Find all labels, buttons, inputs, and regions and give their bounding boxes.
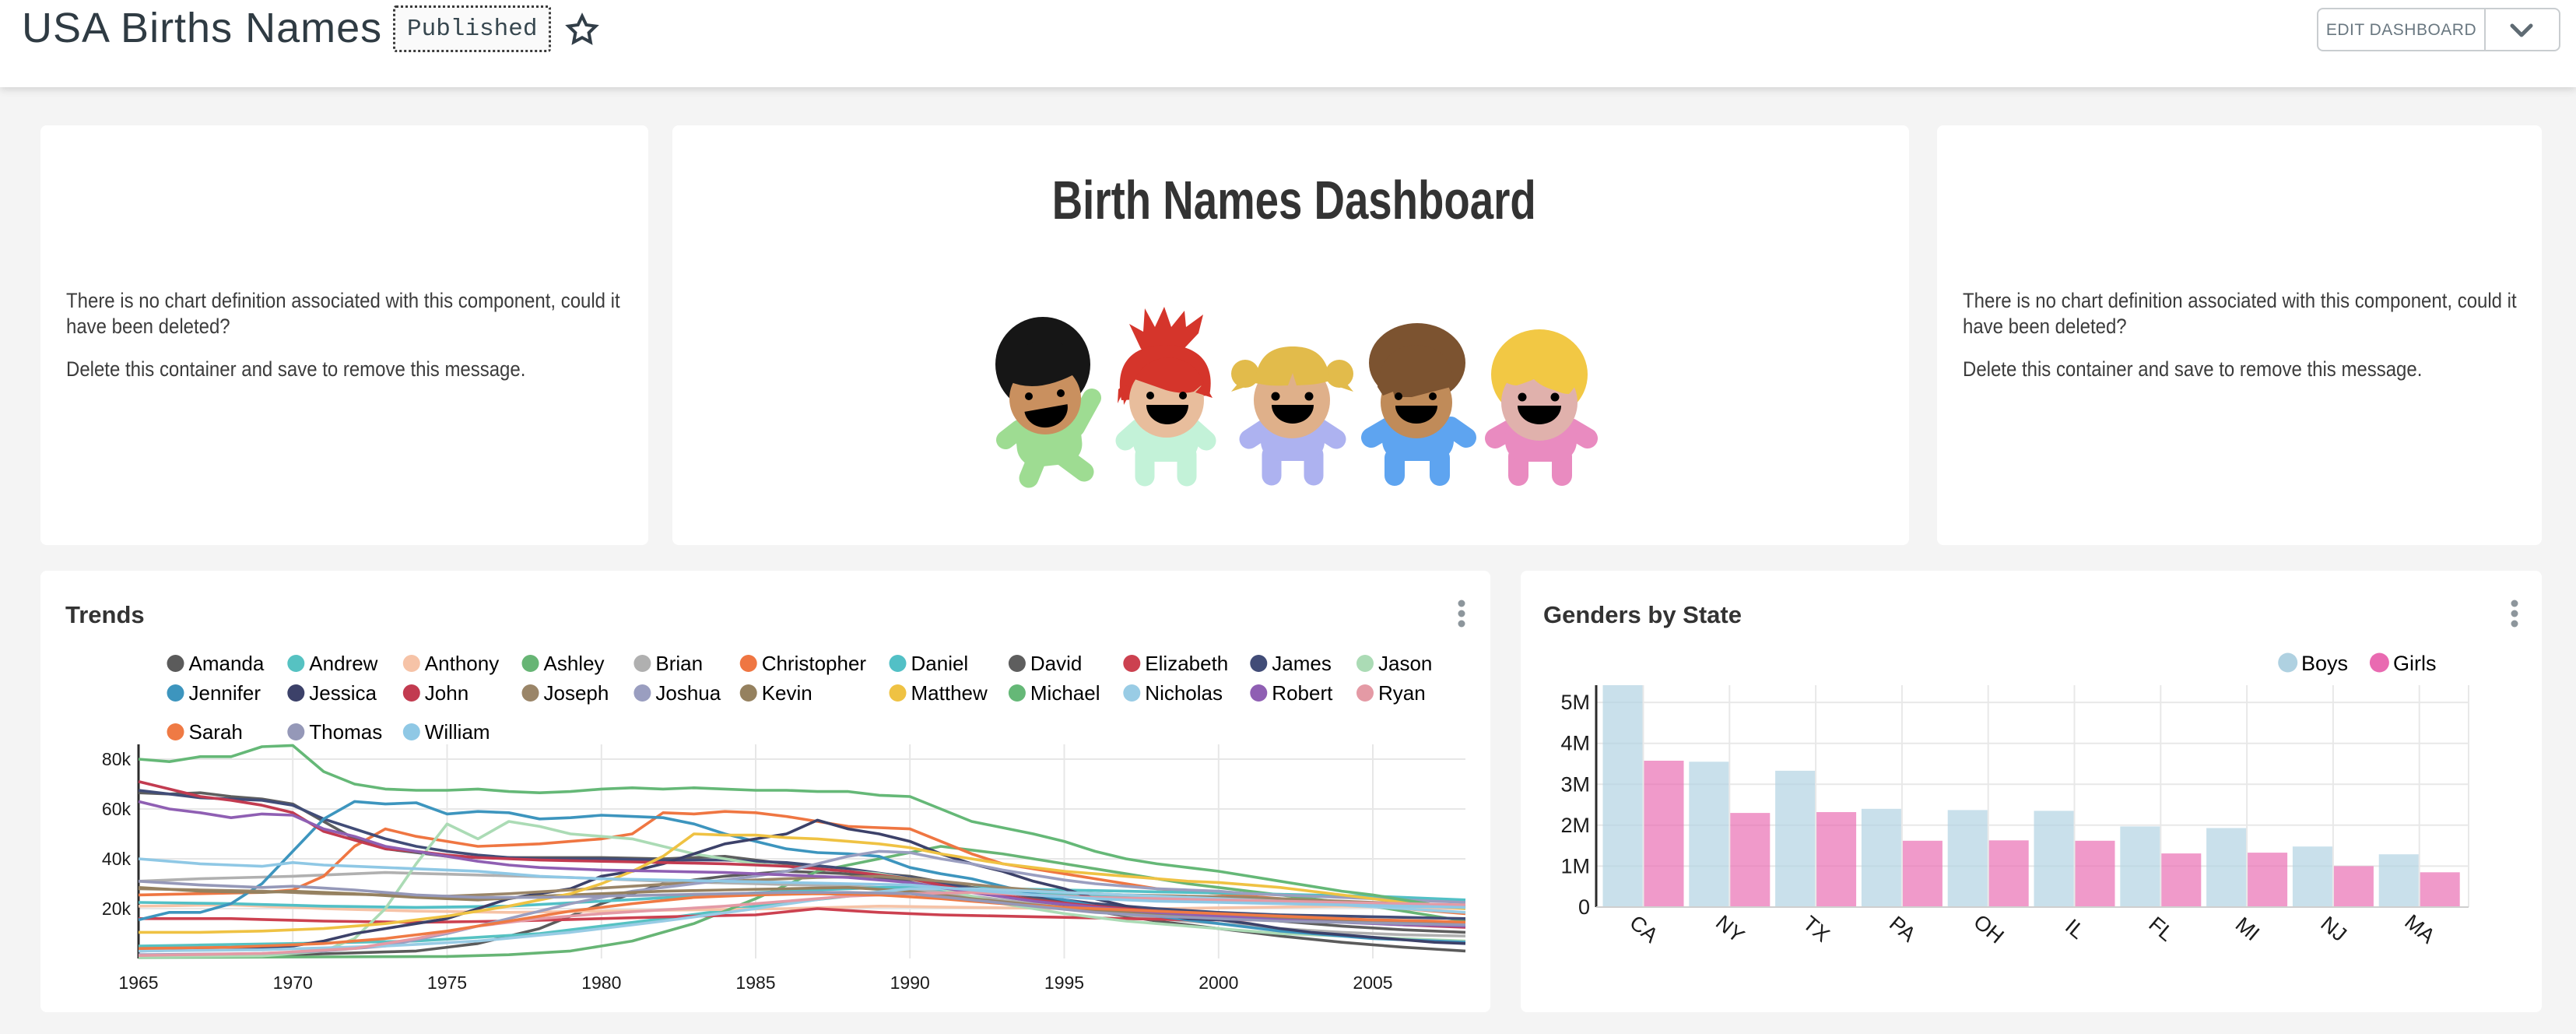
svg-text:Kevin: Kevin: [762, 681, 812, 705]
svg-text:Michael: Michael: [1030, 681, 1100, 705]
svg-text:1985: 1985: [735, 972, 775, 993]
svg-text:Girls: Girls: [2393, 652, 2437, 675]
svg-text:Anthony: Anthony: [425, 652, 499, 675]
svg-text:0: 0: [1578, 895, 1590, 919]
svg-text:James: James: [1272, 652, 1332, 675]
svg-text:1990: 1990: [890, 972, 930, 993]
svg-text:John: John: [425, 681, 469, 705]
svg-text:1M: 1M: [1560, 854, 1590, 877]
svg-text:1965: 1965: [118, 972, 158, 993]
svg-text:4M: 4M: [1560, 732, 1590, 755]
svg-text:David: David: [1030, 652, 1082, 675]
svg-text:40k: 40k: [102, 849, 132, 869]
svg-text:Jason: Jason: [1378, 652, 1432, 675]
svg-text:Elizabeth: Elizabeth: [1145, 652, 1228, 675]
svg-text:Andrew: Andrew: [309, 652, 377, 675]
svg-text:TX: TX: [1799, 912, 1834, 947]
svg-text:OH: OH: [1969, 910, 2008, 948]
svg-text:FL: FL: [2144, 912, 2178, 945]
svg-text:PA: PA: [1885, 912, 1920, 947]
svg-text:2000: 2000: [1199, 972, 1238, 993]
svg-text:1970: 1970: [273, 972, 313, 993]
svg-text:MA: MA: [2400, 910, 2439, 948]
svg-text:60k: 60k: [102, 799, 132, 819]
svg-text:Joshua: Joshua: [655, 681, 721, 705]
svg-text:Sarah: Sarah: [189, 720, 243, 744]
svg-text:William: William: [425, 720, 490, 744]
svg-text:2005: 2005: [1353, 972, 1392, 993]
svg-text:80k: 80k: [102, 749, 132, 769]
svg-text:1980: 1980: [581, 972, 621, 993]
svg-text:20k: 20k: [102, 899, 132, 919]
svg-text:Jennifer: Jennifer: [189, 681, 261, 705]
svg-text:Ashley: Ashley: [544, 652, 605, 675]
svg-text:Nicholas: Nicholas: [1145, 681, 1223, 705]
svg-text:Thomas: Thomas: [309, 720, 382, 744]
svg-text:1995: 1995: [1044, 972, 1084, 993]
svg-text:2M: 2M: [1560, 814, 1590, 837]
svg-text:Daniel: Daniel: [911, 652, 969, 675]
svg-text:Ryan: Ryan: [1378, 681, 1426, 705]
svg-text:IL: IL: [2061, 914, 2090, 943]
svg-text:Brian: Brian: [655, 652, 703, 675]
svg-text:1975: 1975: [427, 972, 467, 993]
svg-text:Amanda: Amanda: [189, 652, 265, 675]
svg-text:Boys: Boys: [2301, 652, 2348, 675]
svg-text:Robert: Robert: [1272, 681, 1333, 705]
svg-text:Matthew: Matthew: [911, 681, 988, 705]
svg-text:Joseph: Joseph: [544, 681, 609, 705]
svg-text:3M: 3M: [1560, 772, 1590, 796]
svg-text:Christopher: Christopher: [762, 652, 867, 675]
svg-text:NY: NY: [1711, 911, 1749, 948]
svg-text:Jessica: Jessica: [309, 681, 377, 705]
svg-text:MI: MI: [2231, 913, 2264, 945]
svg-text:5M: 5M: [1560, 691, 1590, 714]
svg-text:CA: CA: [1625, 911, 1662, 948]
svg-text:NJ: NJ: [2316, 912, 2351, 946]
